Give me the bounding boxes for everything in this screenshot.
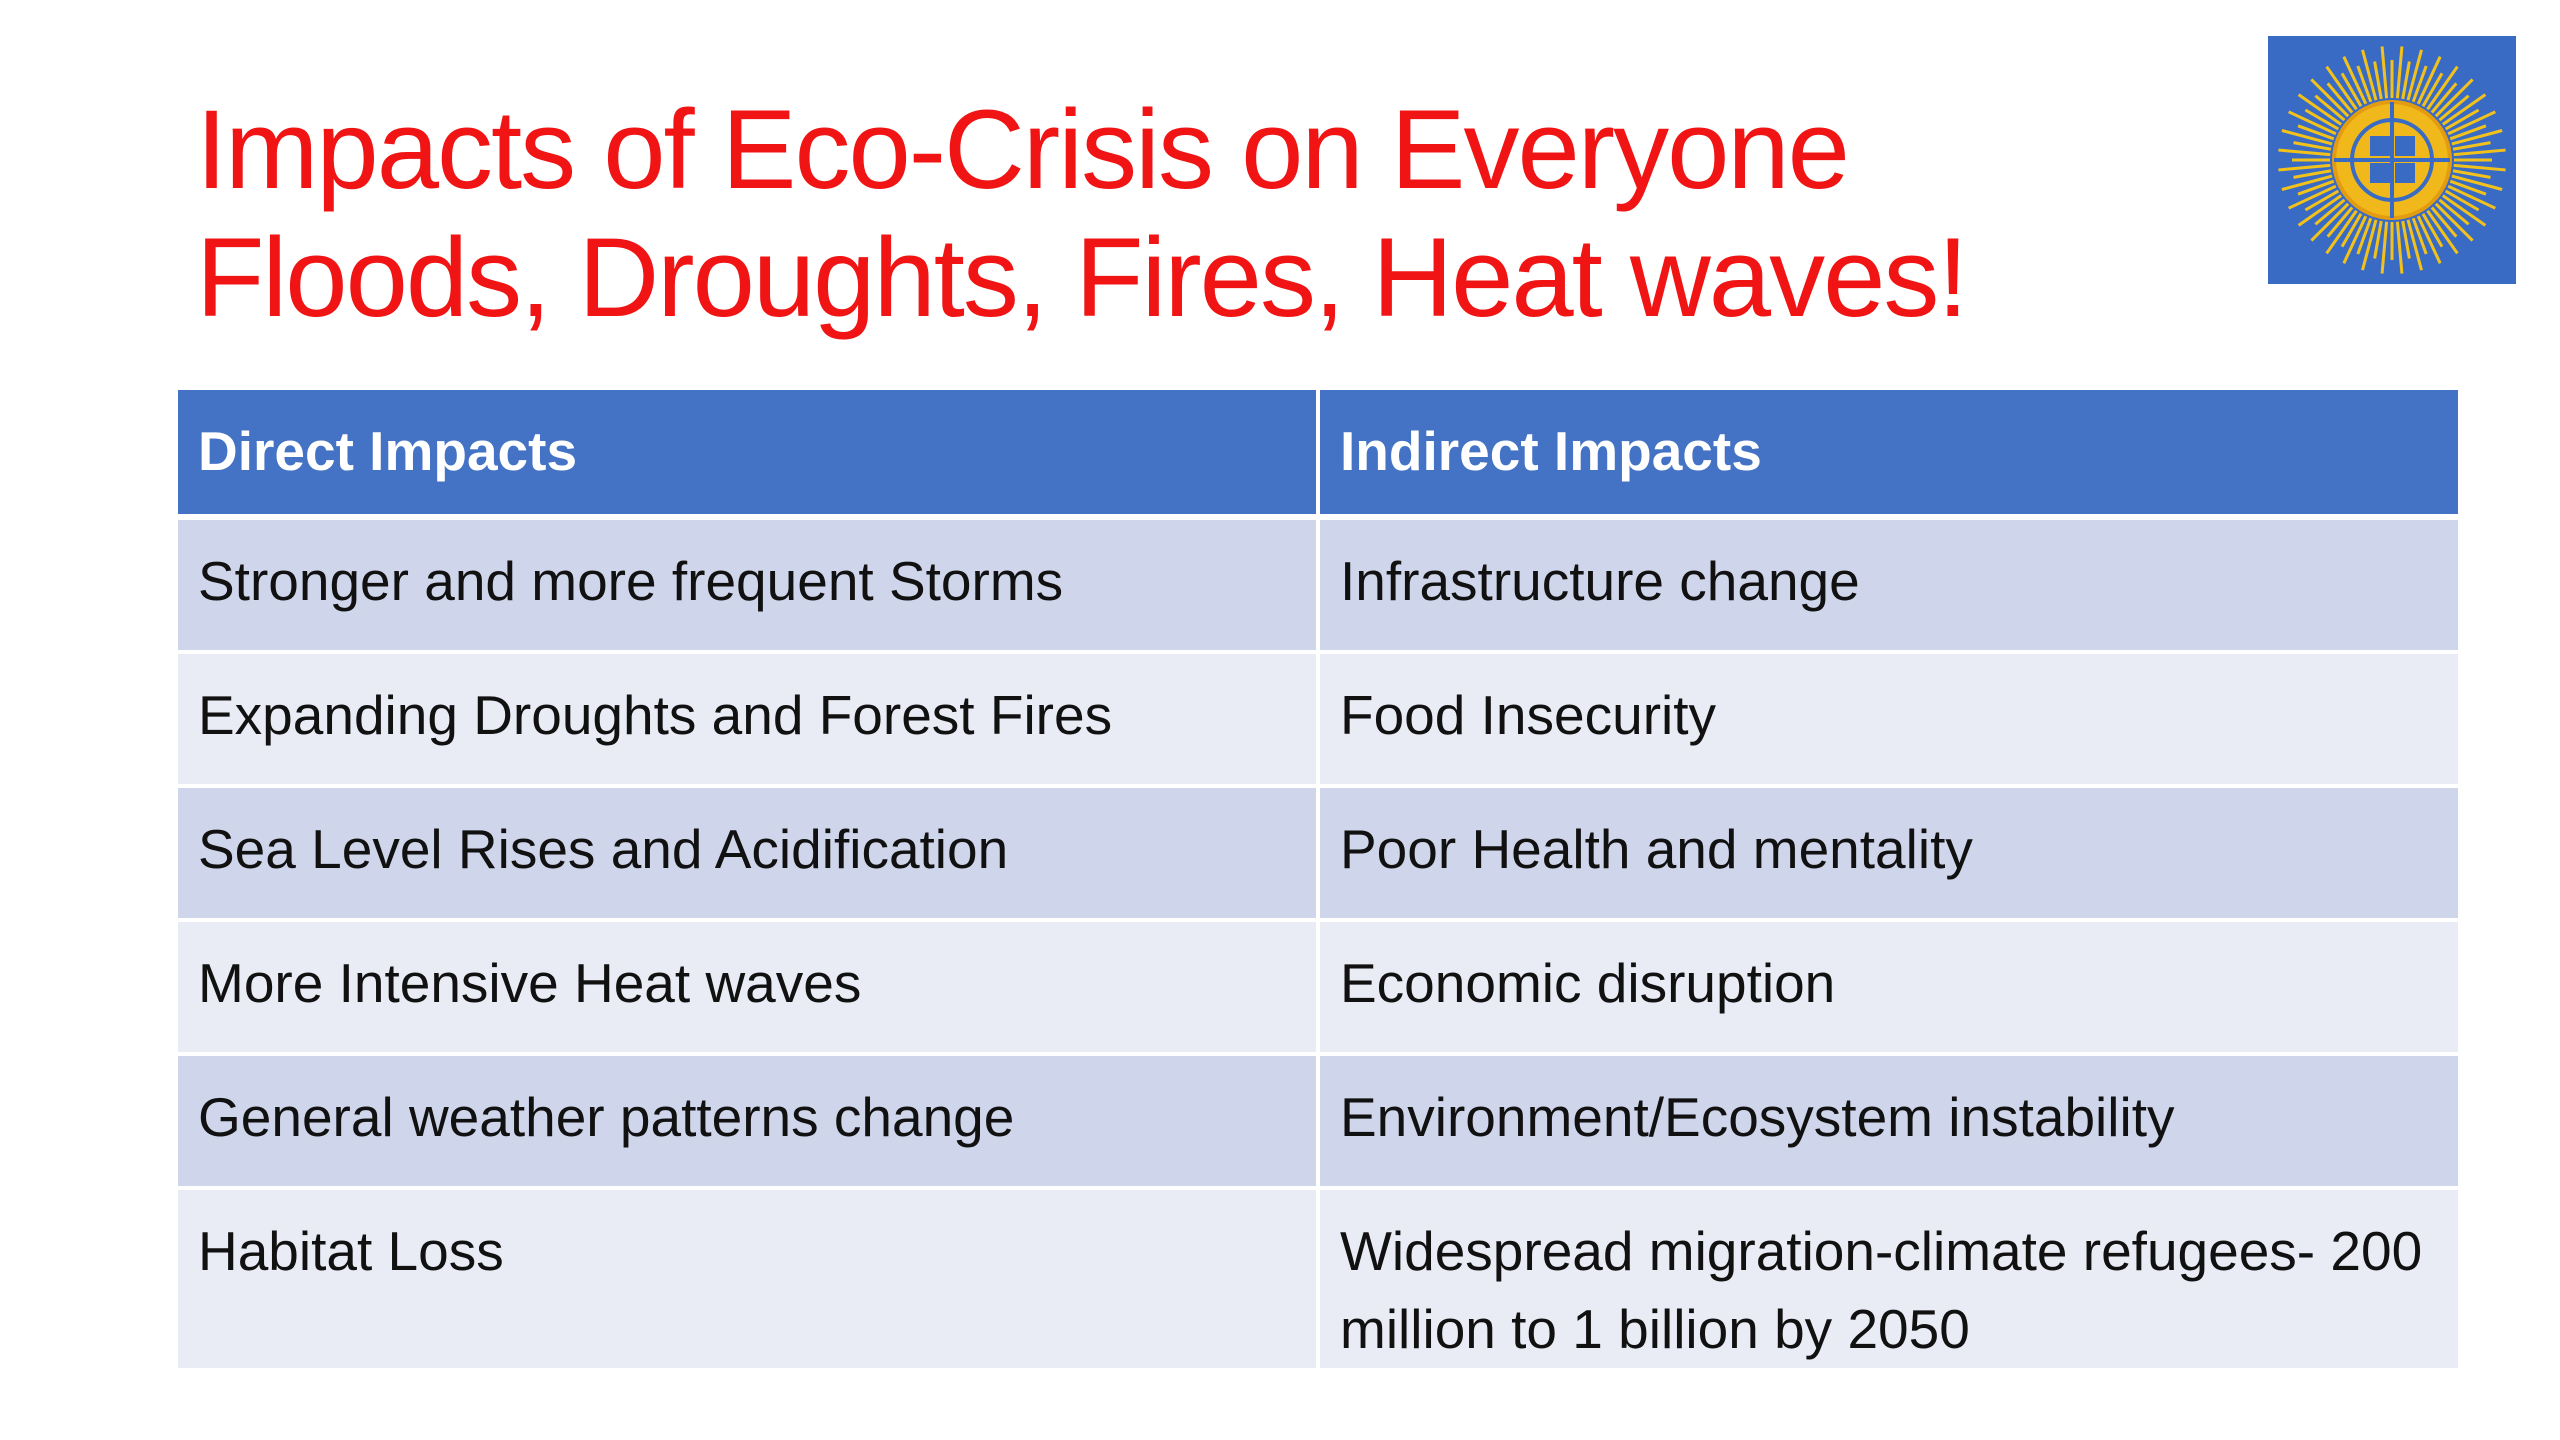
logo-ray: [2395, 221, 2404, 274]
header-cell: Indirect Impacts: [1316, 390, 2458, 520]
logo-ray: [2430, 206, 2458, 238]
logo-ray: [2441, 194, 2487, 227]
table-row: Stronger and more frequent Storms Infrast…: [178, 515, 2458, 652]
table-row: Habitat Loss Widespread migration-climate…: [178, 1186, 2458, 1368]
title-line: Impacts of Eco-Crisis on Everyone: [196, 87, 1850, 212]
logo-ray: [2297, 93, 2343, 126]
logo-ray: [2421, 72, 2444, 108]
table-row: Sea Level Rises and Acidification Poor He…: [178, 784, 2458, 920]
logo-ray: [2380, 46, 2389, 99]
logo-ray: [2453, 148, 2506, 157]
logo-ray: [2325, 65, 2358, 111]
logo-ray: [2444, 108, 2480, 131]
table-cell: General weather patterns change: [178, 1052, 1318, 1188]
logo-ray: [2416, 215, 2442, 264]
logo-ray: [2406, 219, 2423, 271]
logo: [2268, 36, 2516, 284]
logo-ray: [2297, 124, 2335, 141]
logo-ray: [2449, 124, 2487, 141]
table-cell: Habitat Loss: [178, 1186, 1318, 1368]
logo-ray: [2451, 174, 2503, 191]
logo-ray: [2434, 78, 2474, 118]
table-cell: Sea Level Rises and Acidification: [178, 784, 1318, 920]
table-cell: More Intensive Heat waves: [178, 918, 1318, 1054]
logo-ray: [2356, 217, 2373, 255]
logo-ray: [2452, 141, 2491, 151]
table-cell: Environment/Ecosystem instability: [1316, 1052, 2458, 1188]
logo-ray: [2288, 110, 2337, 136]
logo-ray: [2310, 202, 2350, 242]
logo-ray: [2278, 163, 2331, 172]
logo-ray: [2325, 209, 2358, 255]
logo-ray: [2340, 72, 2363, 108]
table-cell: Poor Health and mentality: [1316, 784, 2458, 920]
logo-ray: [2326, 206, 2354, 238]
logo-ray: [2342, 215, 2368, 264]
logo-ray: [2430, 82, 2458, 114]
header-cell: Direct Impacts: [178, 390, 1318, 520]
table-cell: Infrastructure change: [1316, 515, 2458, 652]
logo-ray: [2314, 198, 2346, 226]
logo-ray: [2310, 78, 2350, 118]
logo-ray: [2441, 93, 2487, 126]
logo-ray: [2416, 56, 2442, 105]
table-row: General weather patterns change Environme…: [178, 1052, 2458, 1188]
logo-ray: [2314, 94, 2346, 122]
logo-ray: [2361, 49, 2378, 101]
logo-ray: [2356, 65, 2373, 103]
logo-ray: [2293, 169, 2332, 179]
slide-title: Impacts of Eco-Crisis on Everyone Floods…: [196, 86, 1968, 342]
table-cell: Widespread migration-climate refugees- 2…: [1316, 1186, 2458, 1368]
logo-ray: [2293, 141, 2332, 151]
logo-ray: [2281, 129, 2333, 146]
logo-ray: [2406, 49, 2423, 101]
table-row: Expanding Droughts and Forest Fires Food …: [178, 650, 2458, 786]
logo-ray: [2342, 56, 2368, 105]
logo-ray: [2447, 184, 2496, 210]
logo-ray: [2444, 189, 2480, 212]
table-row: More Intensive Heat waves Economic disrup…: [178, 918, 2458, 1054]
logo-ray: [2297, 194, 2343, 227]
logo-ray: [2438, 94, 2470, 122]
table-cell: Food Insecurity: [1316, 650, 2458, 786]
logo-ray: [2434, 202, 2474, 242]
title-line: Floods, Droughts, Fires, Heat waves!: [196, 215, 1968, 340]
logo-ray: [2421, 212, 2444, 248]
logo-ray: [2373, 220, 2383, 259]
logo-ray: [2401, 220, 2411, 259]
logo-ray: [2401, 61, 2411, 100]
logo-ray: [2438, 198, 2470, 226]
logo-ray: [2411, 217, 2428, 255]
logo-ray: [2304, 189, 2340, 212]
logo-ray: [2278, 148, 2331, 157]
logo-ray: [2281, 174, 2333, 191]
logo-ray: [2304, 108, 2340, 131]
table-cell: Stronger and more frequent Storms: [178, 515, 1318, 652]
table-cell: Expanding Droughts and Forest Fires: [178, 650, 1318, 786]
logo-ray: [2361, 219, 2378, 271]
logo-ray: [2326, 82, 2354, 114]
logo-ray: [2451, 129, 2503, 146]
logo-ray: [2447, 110, 2496, 136]
logo-ray: [2297, 179, 2335, 196]
logo-ray: [2453, 163, 2506, 172]
impacts-table: Direct Impacts Indirect Impacts Stronger …: [178, 390, 2458, 1368]
logo-ray: [2288, 184, 2337, 210]
logo-ray: [2395, 46, 2404, 99]
logo-ray: [2449, 179, 2487, 196]
logo-ray: [2452, 169, 2491, 179]
logo-ray: [2426, 209, 2459, 255]
logo-ray: [2340, 212, 2363, 248]
table-cell: Economic disruption: [1316, 918, 2458, 1054]
logo-ray: [2411, 65, 2428, 103]
logo-ray: [2373, 61, 2383, 100]
logo-ray: [2426, 65, 2459, 111]
header-row: Direct Impacts Indirect Impacts: [178, 390, 2458, 520]
logo-ray: [2380, 221, 2389, 274]
